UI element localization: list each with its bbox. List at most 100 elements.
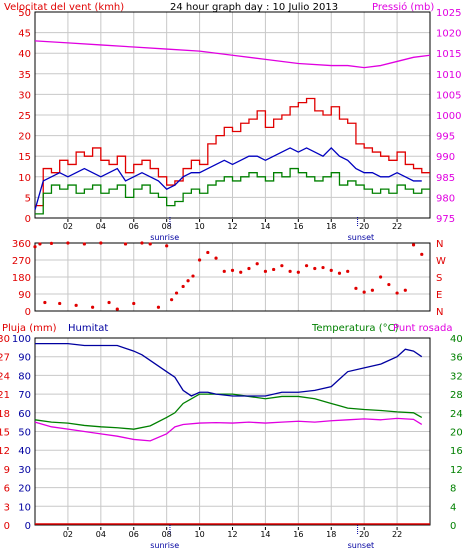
direction-compass-tick: E	[436, 290, 442, 301]
wind-direction-point	[222, 269, 226, 273]
pressure-y-tick: 980	[436, 193, 455, 204]
wind-direction-point	[82, 242, 86, 246]
temperature-y-tick: 4	[450, 502, 456, 513]
wind-direction-point	[107, 300, 111, 305]
wind-direction-point	[33, 245, 37, 249]
pressure-y-tick: 1015	[436, 49, 461, 60]
wind-direction-point	[337, 271, 342, 275]
x-tick-label: 08	[162, 222, 172, 231]
wind-direction-point	[140, 241, 144, 245]
rain-axis-title: Pluja (mm)	[2, 323, 57, 334]
wind-direction-point	[230, 268, 235, 272]
wind-direction-point	[255, 262, 259, 266]
pressure-line	[34, 40, 431, 69]
wind-direction-point	[191, 274, 195, 278]
x-tick-label: 20	[359, 530, 369, 539]
wind-direction-point	[181, 284, 185, 289]
sunset-marker: sunset	[348, 233, 375, 242]
wind-y-tick: 0	[25, 214, 31, 225]
wind-y-tick: 50	[18, 8, 31, 19]
wind-direction-point	[370, 288, 374, 292]
wind-y-tick: 40	[18, 49, 31, 60]
wind-direction-point	[165, 244, 169, 248]
wind-direction-point	[272, 267, 276, 272]
humidity-y-tick: 0	[25, 521, 31, 532]
plot-frame	[34, 337, 431, 526]
wind-direction-point	[403, 288, 407, 292]
wind-direction-point	[206, 250, 210, 255]
wind-direction-point	[123, 242, 128, 246]
pressure-y-tick: 975	[436, 214, 455, 225]
wind-direction-point	[362, 290, 366, 294]
wind-direction-point	[247, 266, 251, 271]
plot-frame	[34, 242, 431, 312]
rain-y-tick: 18	[0, 409, 10, 420]
temperature-y-tick: 8	[450, 484, 456, 495]
wind-temperature-line	[35, 167, 430, 215]
wind-direction-point	[156, 305, 161, 309]
wind-direction-point	[288, 269, 292, 273]
wind-direction-point	[263, 269, 268, 273]
rain-y-tick: 24	[0, 371, 10, 382]
wind-direction-point	[49, 241, 54, 245]
pressure-y-tick: 1025	[436, 8, 461, 19]
temperature-y-tick: 36	[450, 353, 463, 364]
wind-direction-point	[170, 298, 174, 302]
direction-y-tick: 360	[12, 239, 31, 250]
rain-y-tick: 0	[4, 521, 10, 532]
x-tick-label: 10	[194, 222, 204, 231]
sunrise-marker: sunrise	[150, 541, 179, 550]
rain-y-tick: 9	[4, 465, 10, 476]
dew-point-line	[34, 417, 423, 442]
direction-y-tick: 180	[12, 273, 31, 284]
wind-direction-point	[38, 242, 42, 246]
pressure-y-tick: 1005	[436, 90, 461, 101]
wind-direction-point	[43, 300, 47, 305]
wind-direction-point	[148, 242, 152, 246]
chart-title: 24 hour graph day : 10 Julio 2013	[170, 2, 338, 13]
x-tick-label: 18	[326, 530, 336, 539]
x-tick-label: 14	[260, 222, 270, 231]
x-tick-label: 22	[392, 530, 402, 539]
wind-direction-point	[174, 291, 179, 295]
wind-direction-point	[91, 305, 95, 309]
x-tick-label: 22	[392, 222, 402, 231]
wind-pressure-panel: 0510152025303540455097598098599099510001…	[18, 8, 461, 242]
x-tick-label: 08	[162, 530, 172, 539]
humidity-axis-title: Humitat	[68, 323, 108, 334]
wind-y-tick: 15	[18, 152, 31, 163]
direction-y-tick: 90	[18, 290, 31, 301]
humidity-y-tick: 50	[18, 428, 31, 439]
rain-y-tick: 3	[4, 502, 10, 513]
humidity-y-tick: 10	[18, 502, 31, 513]
wind-direction-point	[74, 303, 78, 307]
wind-direction-point	[186, 279, 190, 283]
temperature-y-tick: 32	[450, 371, 463, 382]
temperature-y-tick: 24	[450, 409, 463, 420]
temperature-y-tick: 0	[450, 521, 456, 532]
wind-y-tick: 5	[25, 193, 31, 204]
wind-direction-point	[280, 264, 284, 268]
x-tick-label: 02	[63, 530, 73, 539]
wind-direction-point	[66, 241, 70, 245]
wind-direction-point	[329, 268, 333, 272]
wind-y-tick: 30	[18, 90, 31, 101]
wind-direction-point	[115, 307, 119, 311]
wind-y-tick: 45	[18, 29, 31, 40]
wind-y-tick: 10	[18, 173, 31, 184]
x-tick-label: 06	[129, 530, 139, 539]
humidity-y-tick: 70	[18, 390, 31, 401]
humidity-y-tick: 100	[12, 334, 31, 345]
temperature-y-tick: 28	[450, 390, 463, 401]
humidity-line	[35, 342, 423, 397]
wind-direction-point	[99, 241, 103, 245]
wind-y-tick: 35	[18, 70, 31, 81]
temperature-y-tick: 12	[450, 465, 463, 476]
x-tick-label: 04	[96, 530, 106, 539]
wind-direction-point	[387, 282, 391, 287]
rain-y-tick: 27	[0, 353, 10, 364]
direction-compass-tick: N	[436, 307, 443, 318]
humidity-y-tick: 30	[18, 465, 31, 476]
wind-direction-point	[379, 275, 383, 279]
